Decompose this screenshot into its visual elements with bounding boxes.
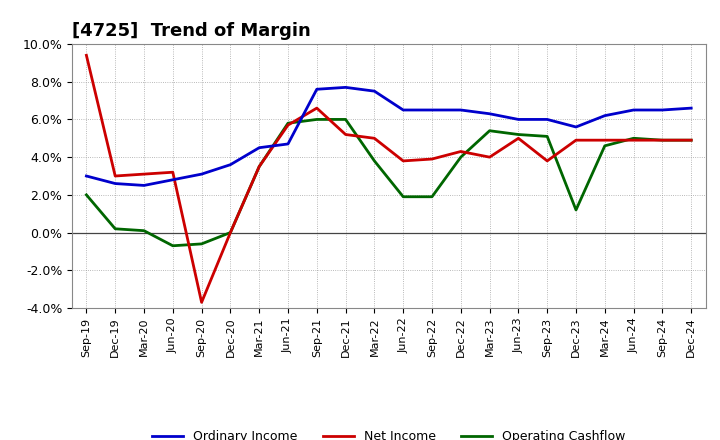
Operating Cashflow	[687, 138, 696, 143]
Operating Cashflow	[197, 241, 206, 246]
Net Income	[514, 136, 523, 141]
Ordinary Income	[197, 172, 206, 177]
Ordinary Income	[226, 162, 235, 167]
Operating Cashflow	[370, 158, 379, 164]
Operating Cashflow	[600, 143, 609, 148]
Net Income	[543, 158, 552, 164]
Net Income	[370, 136, 379, 141]
Ordinary Income	[687, 106, 696, 111]
Operating Cashflow	[341, 117, 350, 122]
Net Income	[226, 230, 235, 235]
Net Income	[428, 156, 436, 161]
Operating Cashflow	[514, 132, 523, 137]
Net Income	[600, 138, 609, 143]
Operating Cashflow	[572, 207, 580, 213]
Operating Cashflow	[428, 194, 436, 199]
Ordinary Income	[572, 125, 580, 130]
Operating Cashflow	[140, 228, 148, 233]
Ordinary Income	[514, 117, 523, 122]
Net Income	[82, 53, 91, 58]
Operating Cashflow	[399, 194, 408, 199]
Net Income	[687, 138, 696, 143]
Net Income	[111, 173, 120, 179]
Ordinary Income	[629, 107, 638, 113]
Ordinary Income	[600, 113, 609, 118]
Net Income	[197, 300, 206, 305]
Ordinary Income	[341, 85, 350, 90]
Operating Cashflow	[456, 154, 465, 160]
Operating Cashflow	[543, 134, 552, 139]
Ordinary Income	[399, 107, 408, 113]
Operating Cashflow	[111, 226, 120, 231]
Operating Cashflow	[82, 192, 91, 198]
Ordinary Income	[312, 87, 321, 92]
Net Income	[284, 122, 292, 128]
Ordinary Income	[82, 173, 91, 179]
Ordinary Income	[428, 107, 436, 113]
Line: Net Income: Net Income	[86, 55, 691, 302]
Net Income	[456, 149, 465, 154]
Operating Cashflow	[312, 117, 321, 122]
Operating Cashflow	[629, 136, 638, 141]
Ordinary Income	[658, 107, 667, 113]
Net Income	[629, 138, 638, 143]
Ordinary Income	[284, 141, 292, 147]
Ordinary Income	[168, 177, 177, 183]
Net Income	[341, 132, 350, 137]
Text: [4725]  Trend of Margin: [4725] Trend of Margin	[72, 22, 311, 40]
Operating Cashflow	[658, 138, 667, 143]
Operating Cashflow	[284, 121, 292, 126]
Ordinary Income	[255, 145, 264, 150]
Net Income	[255, 164, 264, 169]
Ordinary Income	[111, 181, 120, 186]
Operating Cashflow	[255, 164, 264, 169]
Ordinary Income	[140, 183, 148, 188]
Net Income	[658, 138, 667, 143]
Operating Cashflow	[485, 128, 494, 133]
Operating Cashflow	[226, 230, 235, 235]
Ordinary Income	[370, 88, 379, 94]
Legend: Ordinary Income, Net Income, Operating Cashflow: Ordinary Income, Net Income, Operating C…	[147, 425, 631, 440]
Net Income	[168, 169, 177, 175]
Operating Cashflow	[168, 243, 177, 249]
Line: Operating Cashflow: Operating Cashflow	[86, 119, 691, 246]
Ordinary Income	[456, 107, 465, 113]
Ordinary Income	[485, 111, 494, 117]
Net Income	[312, 106, 321, 111]
Net Income	[140, 172, 148, 177]
Net Income	[572, 138, 580, 143]
Ordinary Income	[543, 117, 552, 122]
Net Income	[485, 154, 494, 160]
Net Income	[399, 158, 408, 164]
Line: Ordinary Income: Ordinary Income	[86, 88, 691, 185]
